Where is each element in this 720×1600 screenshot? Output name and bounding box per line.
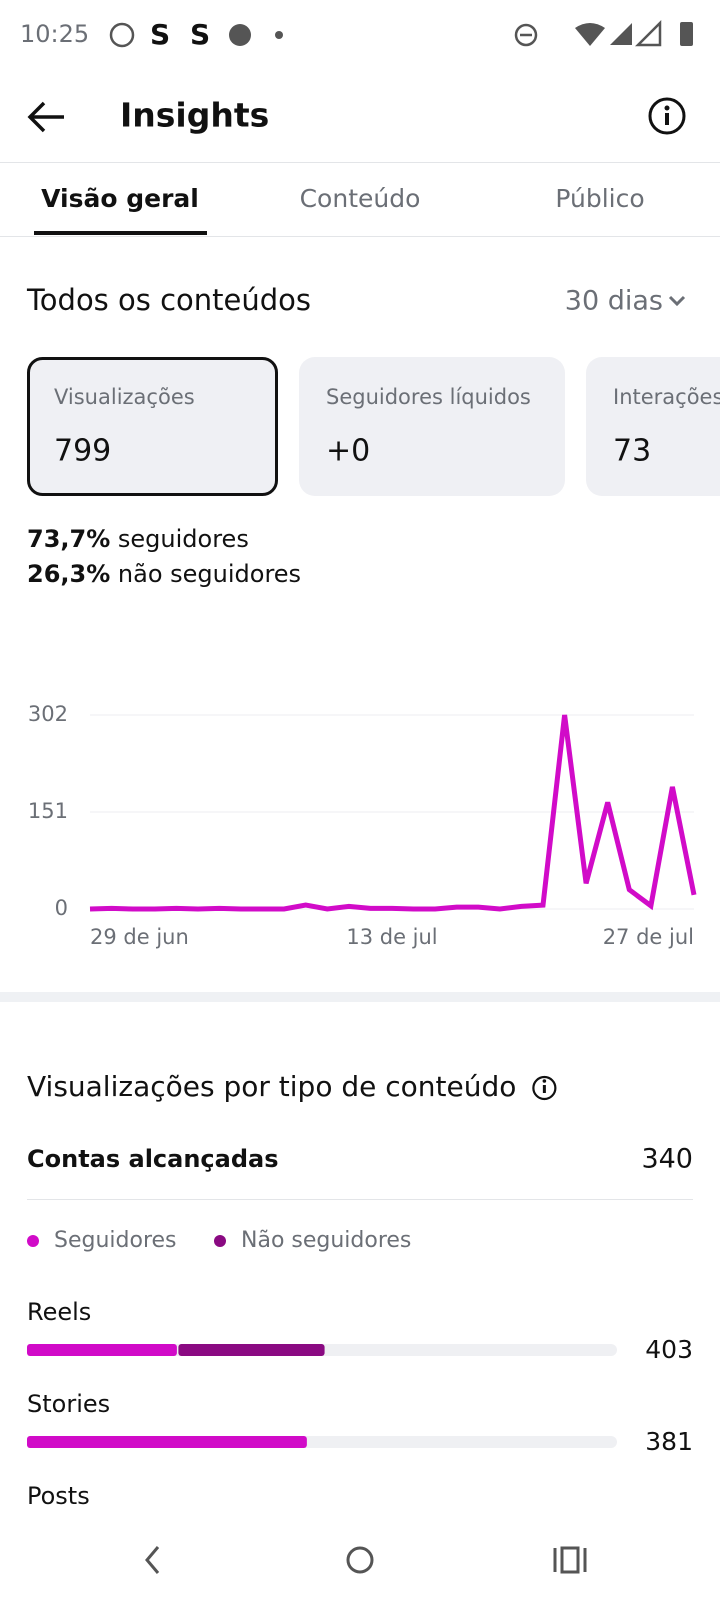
card-label: Visualizações: [54, 385, 195, 409]
bar-total: 381: [645, 1427, 693, 1456]
svg-text:S: S: [150, 18, 170, 51]
y-tick-label: 302: [28, 702, 68, 726]
card-bg: [586, 357, 720, 496]
info-button[interactable]: [648, 97, 686, 135]
card-value: 799: [54, 434, 111, 469]
tab[interactable]: Visão geral: [41, 184, 199, 213]
back-button[interactable]: [27, 101, 64, 133]
reach-value: 340: [641, 1144, 693, 1175]
header-title: Insights: [120, 96, 269, 135]
x-tick-label: 27 de jul: [603, 925, 694, 949]
nav-recents[interactable]: [553, 1546, 587, 1574]
bar-segment: [27, 1344, 177, 1356]
separator: [0, 992, 720, 1002]
bar-segment: [178, 1344, 325, 1356]
tab-underline: [34, 231, 207, 235]
metric-card[interactable]: Visualizações 799: [27, 357, 278, 496]
audience-label: não seguidores: [118, 560, 301, 588]
metric-card[interactable]: Interações 73: [586, 357, 720, 496]
section-title: Visualizações por tipo de conteúdo: [27, 1070, 516, 1103]
divider: [27, 1199, 693, 1200]
card-bg: [299, 357, 565, 496]
card-label: Seguidores líquidos: [326, 385, 531, 409]
status-time: 10:25: [20, 20, 89, 48]
divider: [0, 162, 720, 163]
audience-label: seguidores: [118, 525, 249, 553]
bar-total: 403: [645, 1335, 693, 1364]
info-icon-bar: [542, 1085, 546, 1093]
audience-line: 26,3% não seguidores: [27, 560, 301, 588]
y-tick-label: 0: [55, 896, 68, 920]
card-bg: [27, 357, 278, 496]
divider: [0, 236, 720, 237]
x-tick-label: 13 de jul: [346, 925, 437, 949]
category-label: Reels: [27, 1298, 91, 1326]
card-value: 73: [613, 434, 651, 469]
legend-label: Seguidores: [54, 1228, 177, 1253]
line-series: [89, 714, 697, 912]
section-title: Todos os conteúdos: [26, 283, 311, 317]
y-tick-label: 151: [28, 799, 68, 823]
x-tick-label: 29 de jun: [90, 925, 189, 949]
legend-dot: [27, 1235, 39, 1247]
nav-home[interactable]: [346, 1546, 374, 1574]
svg-text:S: S: [190, 18, 210, 51]
category-label: Posts: [27, 1482, 90, 1510]
nav-back[interactable]: [145, 1546, 160, 1574]
legend-dot: [214, 1235, 226, 1247]
nav-bar: [0, 1520, 720, 1600]
status-icons: S S: [109, 18, 693, 51]
info-icon[interactable]: [532, 1075, 557, 1101]
info-icon-dot: [542, 1079, 547, 1083]
audience-share: 73,7%: [27, 525, 110, 553]
card-value: +0: [326, 434, 370, 469]
category-label: Stories: [27, 1390, 110, 1418]
tab[interactable]: Público: [555, 184, 644, 213]
audience-share: 26,3%: [27, 560, 110, 588]
legend-label: Não seguidores: [241, 1228, 411, 1253]
tab[interactable]: Conteúdo: [300, 184, 421, 213]
reach-label: Contas alcançadas: [27, 1145, 279, 1173]
metric-card[interactable]: Seguidores líquidos +0: [299, 357, 565, 496]
card-label: Interações: [613, 385, 720, 409]
bar-segment: [27, 1436, 307, 1448]
chevron: [668, 295, 686, 307]
audience-line: 73,7% seguidores: [27, 525, 249, 553]
period-select[interactable]: 30 dias: [565, 286, 663, 317]
